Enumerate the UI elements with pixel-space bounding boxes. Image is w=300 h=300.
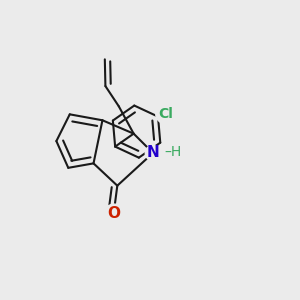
Circle shape bbox=[105, 204, 123, 222]
Text: –H: –H bbox=[165, 146, 182, 159]
Circle shape bbox=[145, 145, 161, 161]
Circle shape bbox=[156, 104, 175, 124]
Text: O: O bbox=[107, 206, 120, 220]
Text: N: N bbox=[147, 146, 159, 160]
Text: Cl: Cl bbox=[158, 107, 173, 121]
